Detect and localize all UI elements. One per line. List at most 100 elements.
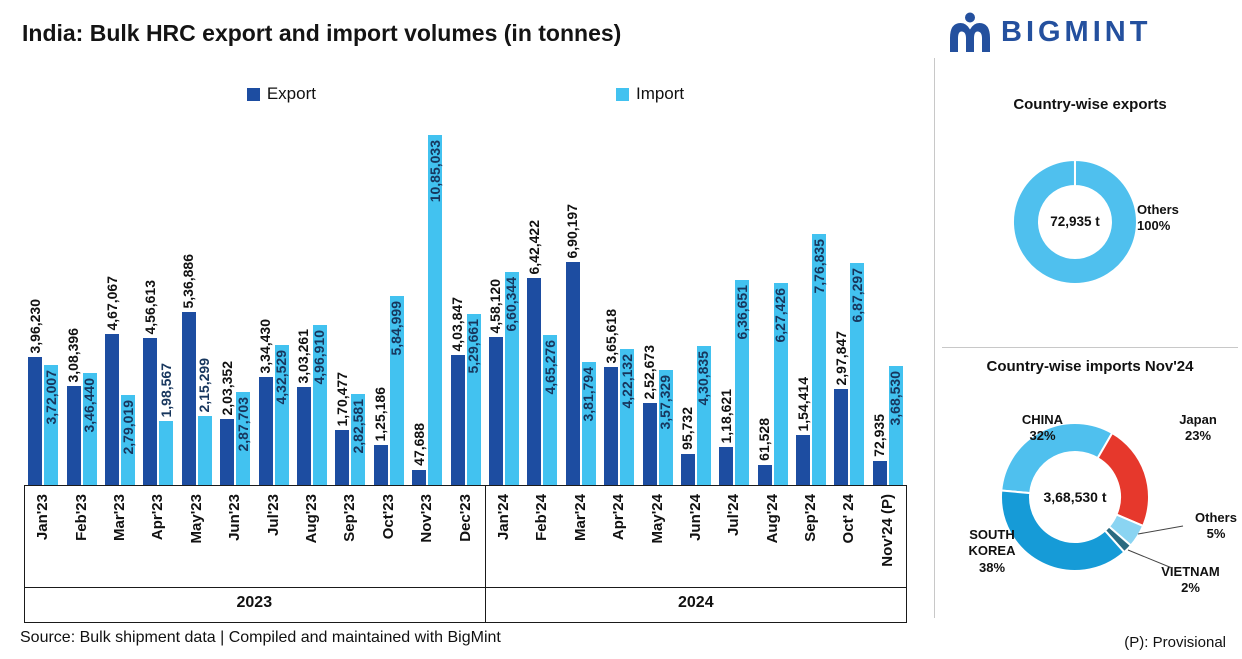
import-value-Jun'24: 4,30,835 (695, 351, 712, 406)
month-label-Jun'24: Jun'24 (686, 494, 704, 541)
exports-donut-center-value: 72,935 t (1050, 214, 1100, 229)
export-value-May'23: 5,36,886 (180, 253, 197, 309)
imports-vietnam-label: VIETNAM 2% (1161, 564, 1220, 596)
month-label-Aug'23: Aug'23 (302, 494, 320, 544)
pie-slice-others (1011, 158, 1138, 285)
import-value-Sep'24: 7,76,835 (810, 239, 827, 294)
country-wise-imports-title: Country-wise imports Nov'24 (986, 358, 1194, 375)
import-bar-May'24 (658, 370, 673, 485)
chart-legend: Export Import (24, 84, 907, 104)
export-bar-Mar'24 (565, 262, 580, 485)
export-value-Apr'24: 3,65,618 (602, 308, 619, 364)
import-bar-Apr'23 (159, 421, 174, 485)
bigmint-logo: BIGMINT (948, 12, 1151, 53)
export-bar-Aug'24 (757, 465, 772, 485)
export-value-Jan'23: 3,96,230 (26, 298, 43, 354)
imports-others-label: Others 5% (1195, 510, 1237, 542)
legend-export-label: Export (266, 84, 316, 103)
import-bar-Aug'23 (312, 325, 327, 485)
export-value-Feb'23: 3,08,396 (65, 327, 82, 383)
pie-slice-south-korea (1000, 489, 1126, 572)
country-wise-exports-donut (1011, 158, 1138, 285)
export-bar-Sep'24 (796, 435, 810, 485)
export-bar-Jun'23 (220, 419, 235, 485)
export-bar-Jul'24 (719, 447, 734, 485)
import-bar-Feb'23 (82, 373, 97, 485)
export-value-Oct'23: 1,25,186 (372, 386, 389, 442)
import-bar-Nov'23 (428, 135, 443, 485)
export-value-Oct' 24: 2,97,847 (832, 330, 849, 386)
export-bar-Dec'23 (450, 355, 465, 485)
import-bar-Sep'24 (812, 234, 826, 485)
import-bar-Apr'24 (620, 349, 635, 485)
import-value-Apr'23: 1,98,567 (157, 362, 174, 418)
export-bar-May'24 (642, 403, 657, 485)
export-value-Sep'24: 1,54,414 (794, 376, 811, 432)
import-swatch (615, 87, 629, 101)
vertical-divider (934, 58, 935, 618)
month-label-Oct' 24: Oct' 24 (840, 494, 858, 544)
export-value-Dec'23: 4,03,847 (449, 296, 465, 352)
month-label-Mar'24: Mar'24 (571, 494, 589, 541)
import-bar-Oct'23 (389, 296, 404, 485)
export-value-Feb'24: 6,42,422 (525, 219, 542, 275)
export-value-Aug'23: 3,03,261 (295, 328, 312, 384)
import-bar-Aug'24 (773, 283, 788, 485)
export-bar-Aug'23 (296, 387, 311, 485)
import-value-Nov'24 (P): 3,68,530 (887, 371, 904, 426)
import-bar-Feb'24 (543, 335, 558, 485)
import-bar-Jul'23 (274, 345, 289, 485)
country-wise-exports-title: Country-wise exports (1013, 96, 1167, 113)
export-bar-Jul'23 (258, 377, 273, 485)
year-group-divider (484, 485, 486, 623)
import-value-Apr'24: 4,22,132 (618, 354, 635, 409)
import-bar-Jun'24 (696, 346, 711, 485)
import-value-Oct'23: 5,84,999 (388, 301, 405, 356)
export-bar-Jun'24 (680, 454, 695, 485)
export-value-Jun'23: 2,03,352 (218, 360, 235, 416)
import-value-Nov'23: 10,85,033 (426, 140, 443, 203)
import-bar-Jul'24 (735, 280, 750, 485)
month-label-Sep'24: Sep'24 (802, 494, 819, 542)
import-bar-Mar'24 (581, 362, 596, 485)
month-label-Oct'23: Oct'23 (379, 494, 397, 540)
import-value-Aug'24: 6,27,426 (772, 288, 789, 343)
export-value-Nov'23: 47,688 (410, 423, 427, 466)
export-bar-Mar'23 (105, 334, 119, 485)
import-bar-Jan'23 (44, 365, 59, 485)
export-bar-Oct'23 (373, 445, 388, 485)
export-bar-Sep'23 (335, 430, 350, 485)
export-bar-Feb'24 (527, 278, 542, 485)
import-bar-Sep'23 (351, 394, 366, 485)
export-swatch (246, 87, 260, 101)
import-value-May'23: 2,15,299 (196, 357, 213, 413)
horizontal-divider (942, 347, 1238, 348)
legend-item-export: Export (246, 84, 316, 104)
month-label-Jan'24: Jan'24 (494, 494, 512, 541)
import-value-Jul'23: 4,32,529 (273, 350, 289, 405)
import-bar-Nov'24 (P) (888, 366, 903, 485)
provisional-note: (P): Provisional (1124, 634, 1226, 651)
export-bar-Nov'24 (P) (872, 461, 887, 485)
year-label-2024: 2024 (678, 594, 714, 611)
export-value-Jul'23: 3,34,430 (257, 318, 273, 374)
bigmint-logo-text: BIGMINT (1001, 16, 1152, 48)
imports-south-korea-label: SOUTH KOREA 38% (968, 527, 1016, 575)
axis-month-year-divider (24, 587, 907, 588)
year-label-2023: 2023 (236, 594, 273, 611)
month-label-Nov'24 (P): Nov'24 (P) (878, 494, 896, 567)
month-label-Jul'23: Jul'23 (264, 494, 282, 536)
bigmint-logo-icon (950, 12, 990, 52)
import-value-Jan'24: 6,60,344 (503, 277, 520, 332)
month-label-Mar'23: Mar'23 (111, 494, 128, 541)
exports-others-label: Others 100% (1137, 202, 1179, 234)
import-value-Feb'24: 4,65,276 (541, 340, 558, 395)
month-label-Apr'24: Apr'24 (610, 494, 628, 541)
import-value-Jan'23: 3,72,007 (42, 370, 59, 425)
x-axis-box (24, 485, 907, 623)
import-value-Mar'23: 2,79,019 (119, 400, 136, 455)
export-bar-Apr'23 (143, 338, 158, 485)
export-value-Jan'24: 4,58,120 (487, 278, 504, 334)
export-bar-May'23 (181, 312, 196, 485)
import-bar-Jun'23 (236, 392, 251, 485)
